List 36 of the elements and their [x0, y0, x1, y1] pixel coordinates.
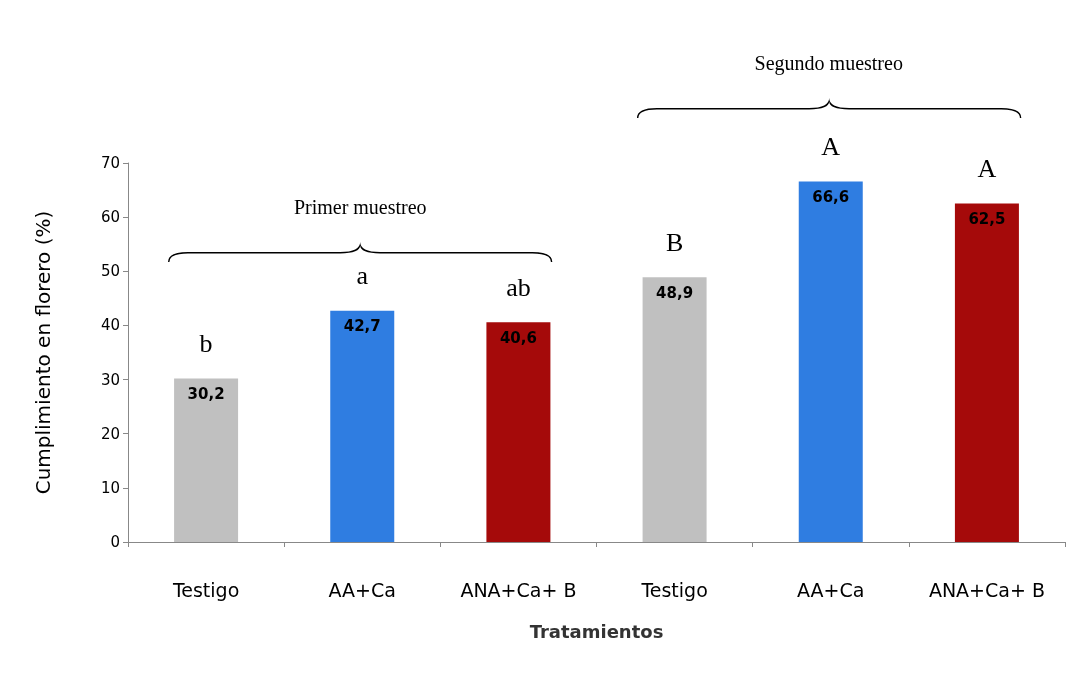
- y-tick-label: 60: [100, 208, 120, 227]
- x-tick-label: AA+Ca: [797, 578, 865, 601]
- bar: [486, 322, 551, 542]
- bar: [954, 203, 1019, 542]
- y-tick-label: 0: [110, 533, 120, 551]
- x-tick-label: Testigo: [171, 578, 240, 601]
- annotation: a: [356, 261, 369, 291]
- bar: [174, 378, 239, 542]
- data-label: 40,6: [499, 328, 537, 347]
- text: Segundo muestreo: [754, 52, 903, 76]
- annotation: Primer muestreo: [293, 195, 427, 218]
- data-label: 42,7: [343, 317, 381, 336]
- x-tick-label: AA+Ca: [328, 578, 396, 601]
- y-axis-title: Cumplimiento en florero (%): [31, 210, 55, 495]
- x-tick-label: ANA+Ca+ B: [928, 578, 1045, 601]
- text: A: [821, 131, 841, 161]
- data-label: 30,2: [187, 384, 225, 403]
- annotation: ab: [506, 272, 531, 302]
- x-tick-label: Testigo: [640, 578, 708, 601]
- data-label: 48,9: [656, 283, 694, 302]
- y-tick-label: 50: [100, 262, 120, 281]
- y-tick-label: 20: [100, 424, 120, 443]
- bar: [798, 181, 863, 542]
- x-axis-title: Tratamientos: [529, 620, 664, 642]
- y-tick-label: 70: [100, 154, 120, 172]
- data-label: 62,5: [968, 210, 1006, 229]
- x-tick-label: ANA+Ca+ B: [460, 578, 577, 601]
- y-tick-label: 10: [100, 478, 120, 497]
- bar: [642, 277, 707, 542]
- annotation: A: [977, 154, 997, 184]
- annotation: b: [199, 328, 213, 358]
- y-tick-label: 30: [100, 370, 120, 389]
- annotation: B: [665, 227, 684, 257]
- data-label: 66,6: [812, 187, 850, 206]
- y-tick-label: 40: [100, 316, 120, 335]
- bar: [330, 310, 395, 542]
